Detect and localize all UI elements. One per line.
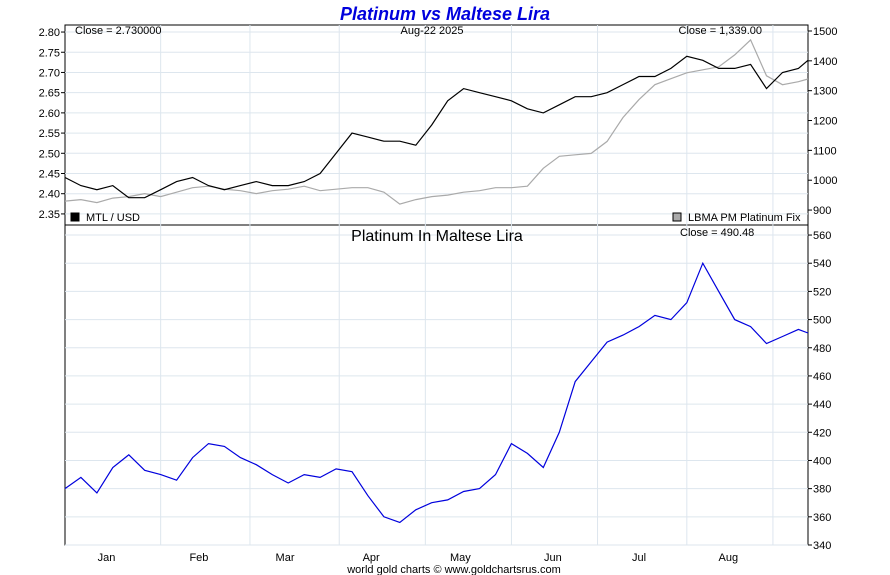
bottom-right-tick-label: 440 <box>813 399 831 411</box>
x-tick-label: Jun <box>544 552 562 564</box>
mtl-usd-line <box>64 55 809 199</box>
x-tick-label: May <box>450 552 471 564</box>
top-left-tick-label: 2.65 <box>39 88 60 100</box>
bottom-right-tick-label: 560 <box>813 230 831 242</box>
bottom-right-axis: 560 540 520 500 480 460 440 420 400 380 360 340 <box>808 230 831 552</box>
bottom-right-tick-label: 520 <box>813 286 831 298</box>
x-axis: Jan Feb Mar Apr May Jun Jul Aug <box>98 552 738 564</box>
mtl-close-label: Close = 2.730000 <box>75 25 162 37</box>
footer-credit: world gold charts © www.goldchartsrus.co… <box>346 564 561 575</box>
platinum-legend-label: LBMA PM Platinum Fix <box>688 212 801 224</box>
chart-title: Platinum vs Maltese Lira <box>340 4 550 24</box>
platinum-close-label: Close = 1,339.00 <box>679 25 762 37</box>
bottom-right-tick-label: 400 <box>813 455 831 467</box>
top-panel-frame <box>64 24 809 226</box>
top-left-axis: 2.80 2.75 2.70 2.65 2.60 2.55 2.50 2.45 2.40 2.35 <box>39 27 65 221</box>
bottom-panel-frame <box>64 224 809 546</box>
bottom-panel-grid <box>65 225 808 546</box>
x-tick-label: Mar <box>276 552 295 564</box>
bottom-right-tick-label: 360 <box>813 512 831 524</box>
top-left-tick-label: 2.35 <box>39 209 60 221</box>
platinum-in-mtl-line <box>64 261 809 524</box>
top-right-tick-label: 1200 <box>813 116 837 128</box>
bottom-right-tick-label: 340 <box>813 540 831 552</box>
x-tick-label: Jan <box>98 552 116 564</box>
bottom-right-tick-label: 540 <box>813 258 831 270</box>
platinum-legend-swatch <box>672 212 682 222</box>
top-right-tick-label: 1400 <box>813 56 837 68</box>
top-left-tick-label: 2.40 <box>39 189 60 201</box>
x-tick-label: Apr <box>363 552 380 564</box>
bottom-right-tick-label: 380 <box>813 484 831 496</box>
top-panel-grid <box>65 25 808 225</box>
top-left-tick-label: 2.80 <box>39 27 60 39</box>
bottom-right-tick-label: 500 <box>813 315 831 327</box>
top-right-tick-label: 1300 <box>813 86 837 98</box>
top-left-tick-label: 2.75 <box>39 47 60 59</box>
top-left-tick-label: 2.70 <box>39 67 60 79</box>
ratio-close-label: Close = 490.48 <box>680 227 754 239</box>
bottom-right-tick-label: 420 <box>813 427 831 439</box>
x-tick-label: Jul <box>632 552 646 564</box>
mtl-legend-swatch <box>70 212 80 222</box>
top-left-tick-label: 2.60 <box>39 108 60 120</box>
bottom-right-tick-label: 460 <box>813 371 831 383</box>
x-tick-label: Feb <box>189 552 208 564</box>
top-right-tick-label: 1000 <box>813 175 837 187</box>
date-label: Aug-22 2025 <box>401 25 464 37</box>
mtl-legend-label: MTL / USD <box>86 212 140 224</box>
ratio-subtitle: Platinum In Maltese Lira <box>351 228 523 245</box>
top-left-tick-label: 2.55 <box>39 128 60 140</box>
top-left-tick-label: 2.45 <box>39 169 60 181</box>
series-group <box>64 38 809 524</box>
bottom-right-tick-label: 480 <box>813 343 831 355</box>
x-tick-label: Aug <box>718 552 738 564</box>
top-left-tick-label: 2.50 <box>39 148 60 160</box>
top-right-tick-label: 1100 <box>813 145 837 157</box>
platinum-price-line <box>64 38 809 205</box>
top-right-axis: 1500 1400 1300 1200 1100 1000 900 <box>808 26 837 217</box>
top-right-tick-label: 900 <box>813 205 831 217</box>
top-right-tick-label: 1500 <box>813 26 837 38</box>
